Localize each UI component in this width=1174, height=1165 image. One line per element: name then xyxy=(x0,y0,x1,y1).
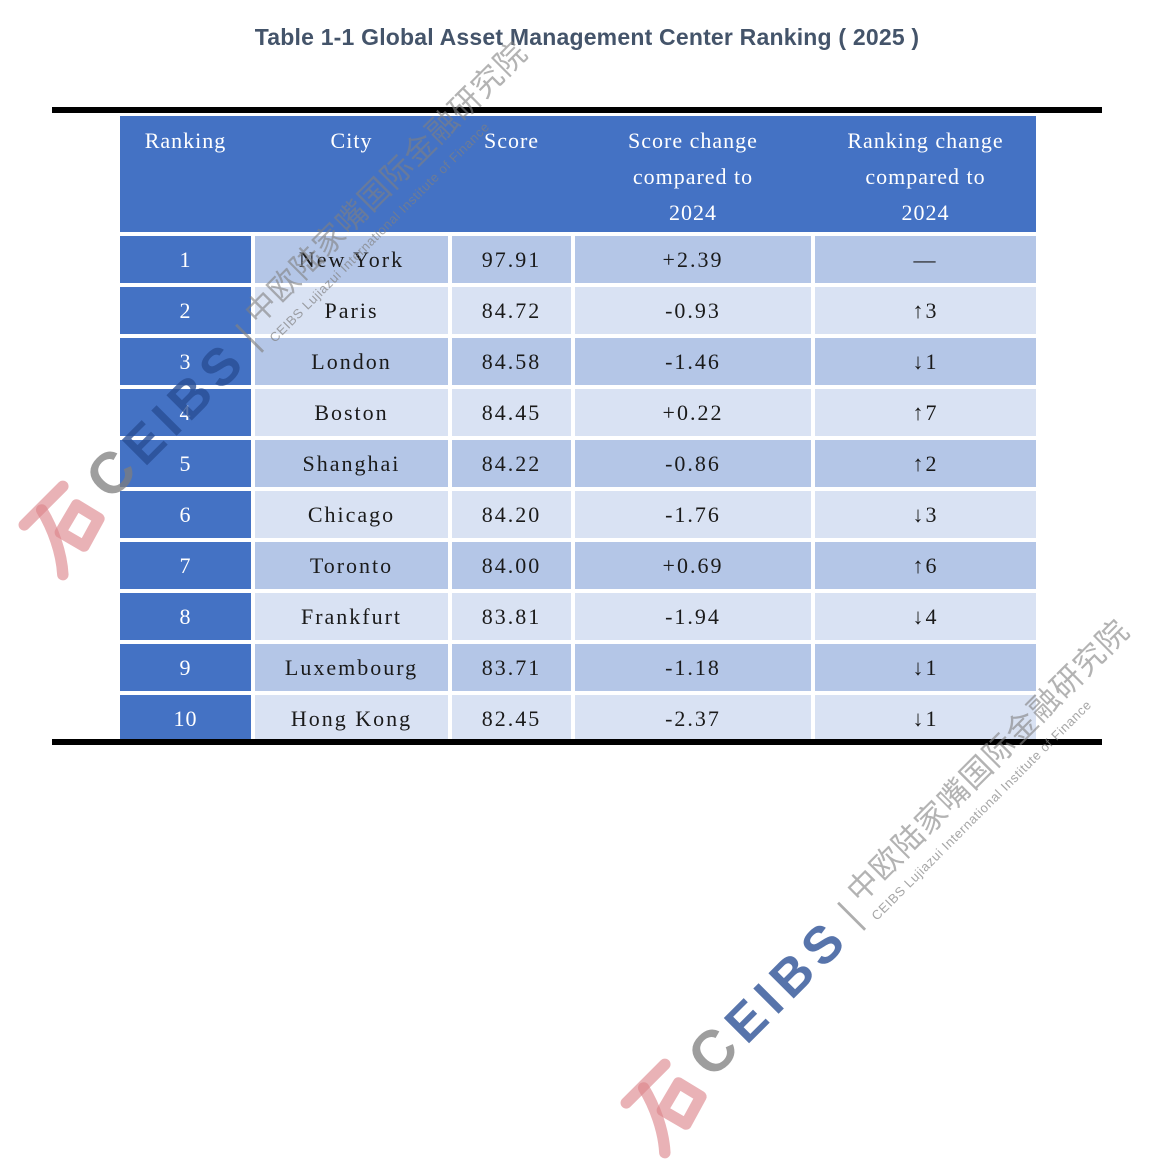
score-cell: 84.00 xyxy=(452,542,571,589)
header-score-change-line1: Score change xyxy=(628,128,758,153)
score-change-cell: -1.94 xyxy=(575,593,811,640)
score-change-cell: -2.37 xyxy=(575,695,811,742)
score-cell: 84.20 xyxy=(452,491,571,538)
rank-cell: 7 xyxy=(120,542,251,589)
score-change-cell: +0.69 xyxy=(575,542,811,589)
header-ranking-change-line2: compared to xyxy=(865,164,986,189)
score-change-cell: -1.76 xyxy=(575,491,811,538)
ceibs-logo-icon xyxy=(18,480,105,581)
watermark-ceibs-text: CEIBS xyxy=(674,902,862,1090)
header-ranking-change-line3: 2024 xyxy=(901,200,950,225)
rank-cell: 2 xyxy=(120,287,251,334)
report-page: Table 1-1 Global Asset Management Center… xyxy=(18,24,1137,1159)
table-row: 3 London 84.58 -1.46 ↓1 xyxy=(120,338,1036,385)
table-header-row: Ranking City Score Score change compared… xyxy=(120,116,1036,232)
rank-cell: 1 xyxy=(120,236,251,283)
score-change-cell: +0.22 xyxy=(575,389,811,436)
table-row: 10 Hong Kong 82.45 -2.37 ↓1 xyxy=(120,695,1036,742)
city-cell: New York xyxy=(255,236,448,283)
header-ranking-change: Ranking change compared to 2024 xyxy=(815,123,1036,232)
header-ranking: Ranking xyxy=(144,128,227,153)
score-cell: 84.58 xyxy=(452,338,571,385)
ranking-change-cell: ↑3 xyxy=(815,287,1036,334)
ranking-change-cell: ↓1 xyxy=(815,338,1036,385)
table-title: Table 1-1 Global Asset Management Center… xyxy=(254,24,920,50)
ranking-change-cell: ↓3 xyxy=(815,491,1036,538)
city-cell: Frankfurt xyxy=(255,593,448,640)
ceibs-logo-icon xyxy=(620,1058,707,1159)
score-cell: 97.91 xyxy=(452,236,571,283)
bottom-rule xyxy=(52,739,1102,745)
ranking-change-cell: ↓4 xyxy=(815,593,1036,640)
score-cell: 82.45 xyxy=(452,695,571,742)
table-row: 2 Paris 84.72 -0.93 ↑3 xyxy=(120,287,1036,334)
ranking-change-cell: — xyxy=(815,236,1036,283)
score-cell: 83.81 xyxy=(452,593,571,640)
table-row: 4 Boston 84.45 +0.22 ↑7 xyxy=(120,389,1036,436)
table-row: 8 Frankfurt 83.81 -1.94 ↓4 xyxy=(120,593,1036,640)
score-cell: 84.22 xyxy=(452,440,571,487)
score-cell: 84.72 xyxy=(452,287,571,334)
score-change-cell: -0.86 xyxy=(575,440,811,487)
rank-cell: 8 xyxy=(120,593,251,640)
city-cell: Boston xyxy=(255,389,448,436)
score-change-cell: +2.39 xyxy=(575,236,811,283)
ranking-change-cell: ↑2 xyxy=(815,440,1036,487)
city-cell: Luxembourg xyxy=(255,644,448,691)
score-cell: 84.45 xyxy=(452,389,571,436)
rank-cell: 5 xyxy=(120,440,251,487)
rank-cell: 3 xyxy=(120,338,251,385)
header-score-change-line2: compared to xyxy=(632,164,754,189)
ranking-table: Ranking City Score Score change compared… xyxy=(120,116,1036,742)
rank-cell: 4 xyxy=(120,389,251,436)
table-body: 1 New York 97.91 +2.39 — 2 Paris 84.72 -… xyxy=(120,236,1036,742)
ranking-change-cell: ↓1 xyxy=(815,695,1036,742)
score-change-cell: -1.18 xyxy=(575,644,811,691)
city-cell: Hong Kong xyxy=(255,695,448,742)
header-score-change-line3: 2024 xyxy=(669,200,717,225)
watermark-separator: | xyxy=(830,894,869,934)
table-row: 5 Shanghai 84.22 -0.86 ↑2 xyxy=(120,440,1036,487)
score-cell: 83.71 xyxy=(452,644,571,691)
table-row: 9 Luxembourg 83.71 -1.18 ↓1 xyxy=(120,644,1036,691)
city-cell: London xyxy=(255,338,448,385)
city-cell: Paris xyxy=(255,287,448,334)
header-score: Score xyxy=(483,128,540,153)
ranking-change-cell: ↓1 xyxy=(815,644,1036,691)
rank-cell: 10 xyxy=(120,695,251,742)
table-row: 7 Toronto 84.00 +0.69 ↑6 xyxy=(120,542,1036,589)
city-cell: Toronto xyxy=(255,542,448,589)
score-change-cell: -1.46 xyxy=(575,338,811,385)
header-score-change: Score change compared to 2024 xyxy=(575,123,811,232)
ranking-change-cell: ↑6 xyxy=(815,542,1036,589)
city-cell: Shanghai xyxy=(255,440,448,487)
watermark-ceibs-c: C xyxy=(674,1008,756,1090)
top-rule xyxy=(52,107,1102,113)
rank-cell: 9 xyxy=(120,644,251,691)
header-ranking-change-line1: Ranking change xyxy=(847,128,1004,153)
watermark-ceibs-rest: EIBS xyxy=(713,907,861,1054)
score-change-cell: -0.93 xyxy=(575,287,811,334)
ranking-change-cell: ↑7 xyxy=(815,389,1036,436)
header-city: City xyxy=(330,128,373,153)
table-row: 6 Chicago 84.20 -1.76 ↓3 xyxy=(120,491,1036,538)
rank-cell: 6 xyxy=(120,491,251,538)
city-cell: Chicago xyxy=(255,491,448,538)
table-row: 1 New York 97.91 +2.39 — xyxy=(120,236,1036,283)
